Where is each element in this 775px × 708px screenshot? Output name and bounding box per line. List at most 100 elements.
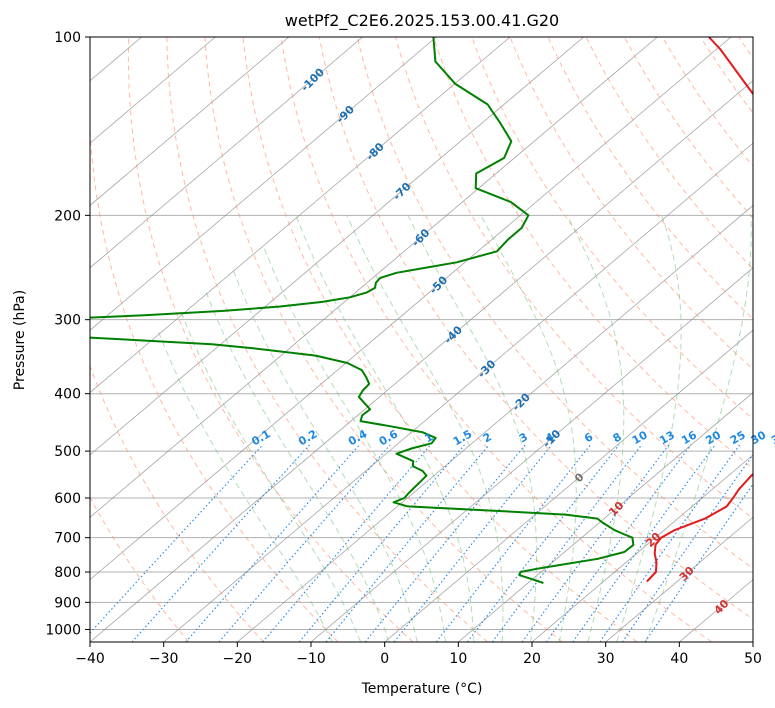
x-tick-label: 10 — [449, 651, 467, 667]
x-tick-label: 50 — [744, 651, 762, 667]
isotherm-line — [237, 204, 753, 642]
mixing-ratio-lines — [90, 444, 753, 642]
isotherm-line — [90, 80, 753, 642]
mixing-ratio-label: 13 — [657, 428, 677, 447]
mixing-ratio-label: 0.4 — [346, 427, 370, 448]
dry-adiabat-line — [662, 37, 753, 167]
mixing-ratio-label: 3 — [517, 430, 530, 445]
y-tick-label: 600 — [54, 491, 81, 507]
moist-adiabat-line — [205, 292, 390, 642]
isotherm-line — [90, 37, 437, 331]
isotherm-line — [458, 392, 753, 642]
isotherm-line — [90, 37, 363, 269]
mixing-ratio-line — [467, 444, 620, 642]
y-axis-title: Pressure (hPa) — [12, 290, 28, 390]
moist-adiabat-line — [616, 215, 682, 642]
moist-adiabat-line — [480, 215, 577, 642]
isotherm-line — [90, 37, 658, 518]
mixing-ratio-line — [491, 444, 643, 642]
mixing-ratio-label: 20 — [703, 428, 723, 447]
dry-adiabat-line — [395, 37, 753, 520]
background-lines — [0, 37, 753, 642]
mixing-ratio-line — [435, 444, 591, 642]
moist-adiabat-line — [407, 215, 537, 642]
isotherm-label: -60 — [409, 226, 432, 249]
y-tick-label: 800 — [54, 565, 81, 581]
isotherm-line — [90, 37, 511, 394]
isotherm-line — [752, 641, 753, 642]
isotherm-label: -70 — [390, 180, 413, 203]
moist-adiabat-line — [295, 215, 475, 642]
moist-adiabat-line — [346, 215, 504, 642]
mixing-ratio-line — [521, 444, 670, 642]
mixing-ratio-line — [298, 444, 465, 642]
chart-title: wetPf2_C2E6.2025.153.00.41.G20 — [285, 11, 559, 31]
x-tick-label: −10 — [296, 651, 326, 667]
y-tick-label: 400 — [54, 387, 81, 403]
x-tick-label: −40 — [75, 651, 105, 667]
dry-adiabat-line — [127, 37, 414, 642]
mixing-ratio-line — [545, 444, 692, 642]
mixing-ratio-label: 0.6 — [377, 427, 401, 448]
dry-adiabat-line — [204, 37, 563, 642]
x-tick-label: 0 — [380, 651, 389, 667]
sounding-profiles — [90, 37, 753, 584]
dry-adiabat-line — [90, 364, 264, 642]
y-tick-label: 100 — [54, 30, 81, 46]
mixing-ratio-line — [393, 444, 553, 642]
mixing-ratio-label: 30 — [748, 428, 768, 447]
dry-adiabat-line — [280, 37, 712, 642]
mixing-ratio-label: 2 — [481, 430, 494, 445]
isotherm-line — [90, 37, 584, 456]
isotherm-line — [0, 37, 68, 642]
mixing-ratio-line — [644, 483, 753, 642]
dry-adiabat-line — [623, 37, 753, 219]
y-tick-label: 1000 — [45, 622, 81, 638]
mixing-ratio-label: 6 — [582, 430, 595, 445]
isobar-grid — [90, 37, 753, 630]
x-tick-label: −20 — [223, 651, 253, 667]
dry-adiabat-line — [166, 37, 488, 642]
dry-adiabat-line — [509, 37, 753, 370]
mixing-ratio-label: 10 — [630, 428, 650, 447]
isotherm-label: -10 — [540, 427, 563, 450]
isotherm-line — [90, 37, 290, 206]
moist-adiabat-line — [231, 267, 418, 642]
mixing-ratio-line — [325, 444, 490, 642]
dry-adiabat-line — [738, 37, 753, 59]
plot-frame — [89, 36, 754, 643]
isotherm-label: -100 — [298, 65, 327, 94]
dry-adiabat-line — [471, 37, 753, 420]
isotherm-line — [163, 142, 753, 642]
x-axis: −40 −30 −20 −10 0 10 20 30 40 50 — [75, 642, 762, 667]
isotherm-line — [531, 454, 753, 642]
isotherm-line — [90, 37, 216, 144]
isotherm-line — [605, 516, 753, 642]
dry-adiabat-line — [356, 37, 753, 570]
dewpoint-profile — [90, 37, 635, 584]
dry-adiabat-line — [242, 37, 638, 642]
x-axis-title: Temperature (°C) — [361, 681, 483, 697]
dry-adiabat-line — [700, 37, 753, 114]
mixing-ratio-label: 0.1 — [249, 427, 272, 448]
isotherm-label: -80 — [364, 140, 387, 163]
dry-adiabats — [90, 37, 753, 642]
moist-adiabat-line — [566, 215, 625, 642]
x-tick-label: −30 — [149, 651, 179, 667]
moist-adiabats — [158, 215, 752, 642]
mixing-ratio-label: 8 — [611, 430, 624, 445]
isotherm-label: -40 — [442, 323, 465, 346]
mixing-ratio-line — [621, 453, 753, 642]
mixing-ratio-line — [599, 444, 741, 642]
mixing-ratio-line — [90, 444, 264, 634]
y-tick-label: 300 — [54, 313, 81, 329]
isotherm-line — [679, 579, 753, 642]
moist-adiabat-line — [180, 310, 362, 642]
dry-adiabat-line — [90, 496, 190, 642]
dry-adiabat-line — [318, 37, 753, 620]
isotherm-line — [90, 37, 732, 581]
mixing-ratio-line — [262, 444, 432, 642]
dry-adiabat-line — [433, 37, 753, 470]
mixing-ratio-line — [572, 444, 716, 642]
